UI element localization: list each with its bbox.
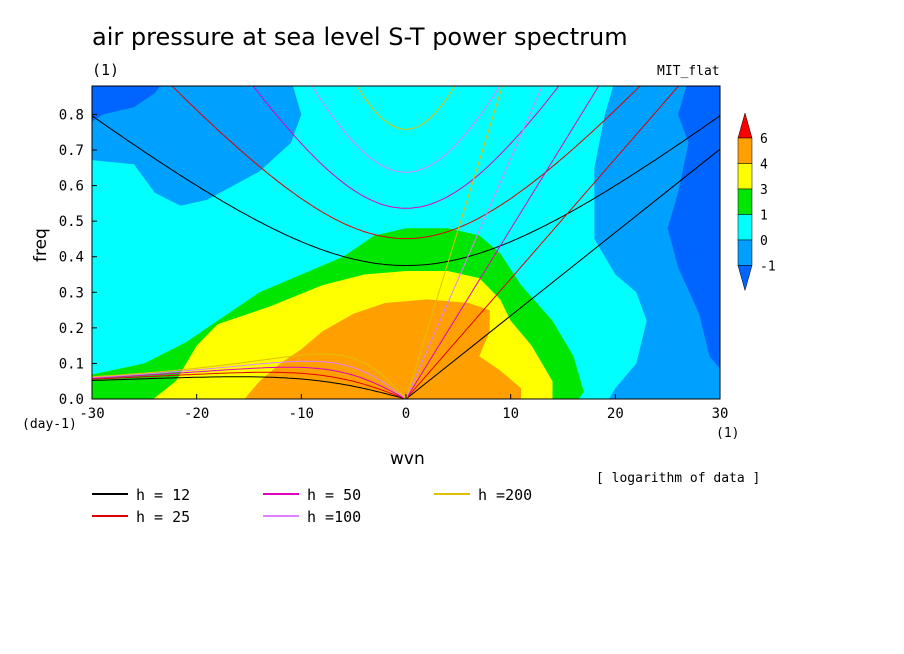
colorbar-label: 1 <box>760 209 768 224</box>
colorbar-segment <box>737 188 753 215</box>
inertia-gravity-h-50 <box>252 86 560 209</box>
kelvin-wave-h-50 <box>405 86 600 399</box>
y-tick-label: 0.3 <box>59 285 84 301</box>
y-tick-label: 0.7 <box>59 143 84 159</box>
units-label: (1) <box>92 61 119 79</box>
inertia-gravity-h-200 <box>356 86 456 130</box>
rossby-wave-h-12 <box>92 376 407 399</box>
x-tick-label: -30 <box>79 406 104 422</box>
colorbar-label: 3 <box>760 183 768 198</box>
x-axis-label: wvn <box>390 449 425 469</box>
dispersion-curves <box>92 86 720 399</box>
colorbar-label: 4 <box>760 158 768 173</box>
kelvin-wave-h-100 <box>405 86 543 399</box>
colorbar-segment <box>737 163 753 190</box>
legend-label: h =100 <box>307 508 361 526</box>
model-label: MIT_flat <box>657 64 720 79</box>
x-units-label: (1) <box>716 426 739 441</box>
y-tick-label: 0.5 <box>59 214 84 230</box>
inertia-gravity-h-100 <box>311 86 501 173</box>
kelvin-wave-h-25 <box>405 86 680 399</box>
y-tick-label: 0.8 <box>59 107 84 123</box>
kelvin-wave-h-12 <box>405 148 720 399</box>
rossby-wave-h-25 <box>92 371 407 399</box>
colorbar-segment <box>737 137 753 164</box>
y-tick-label: 0.6 <box>59 179 84 195</box>
legend-label: h =200 <box>478 486 532 504</box>
data-note: [ logarithm of data ] <box>596 471 760 486</box>
kelvin-wave-h-200 <box>405 86 503 399</box>
contour-band-below-neg1-right <box>667 86 720 369</box>
legend-label: h = 50 <box>307 486 361 504</box>
rossby-wave-h-200 <box>92 353 407 399</box>
y-units-label: (day-1) <box>22 417 77 432</box>
y-axis-label: freq <box>31 228 51 262</box>
legend-label: h = 12 <box>136 486 190 504</box>
inertia-gravity-h-25 <box>171 86 641 240</box>
y-tick-label: 0.1 <box>59 356 84 372</box>
y-tick-label: 0.2 <box>59 321 84 337</box>
plot-area <box>92 86 720 399</box>
colorbar-segment <box>737 214 753 241</box>
colorbar-label: -1 <box>760 260 776 275</box>
legend-label: h = 25 <box>136 508 190 526</box>
y-tick-label: 0.4 <box>59 250 84 266</box>
y-axis-ticks: 0.0 0.1 0.2 0.3 0.4 0.5 0.6 0.7 0.8 <box>59 107 97 408</box>
legend: h = 12 h = 25 h = 50 h =100 h =200 <box>92 486 532 526</box>
x-tick-label: -10 <box>289 406 314 422</box>
rossby-wave-h-100 <box>92 360 407 399</box>
x-tick-label: 30 <box>712 406 729 422</box>
contour-bands <box>92 86 720 399</box>
y-tick-label: 0.0 <box>59 392 84 408</box>
x-tick-label: 0 <box>402 406 410 422</box>
inertia-gravity-h-12 <box>92 115 720 266</box>
colorbar-segment <box>737 239 753 266</box>
colorbar-arrow-bottom <box>737 265 753 292</box>
x-tick-label: 20 <box>607 406 624 422</box>
chart-title: air pressure at sea level S-T power spec… <box>92 23 628 51</box>
rossby-wave-h-50 <box>92 366 407 399</box>
colorbar-arrow-top <box>737 112 753 139</box>
x-axis-ticks: -30 -20 -10 0 10 20 30 <box>79 394 728 422</box>
x-tick-label: -20 <box>184 406 209 422</box>
colorbar: 6 4 3 1 0 -1 <box>737 112 776 292</box>
contour-band-below-neg1-left <box>92 86 161 122</box>
x-tick-label: 10 <box>502 406 519 422</box>
colorbar-label: 6 <box>760 132 768 147</box>
colorbar-label: 0 <box>760 234 768 249</box>
